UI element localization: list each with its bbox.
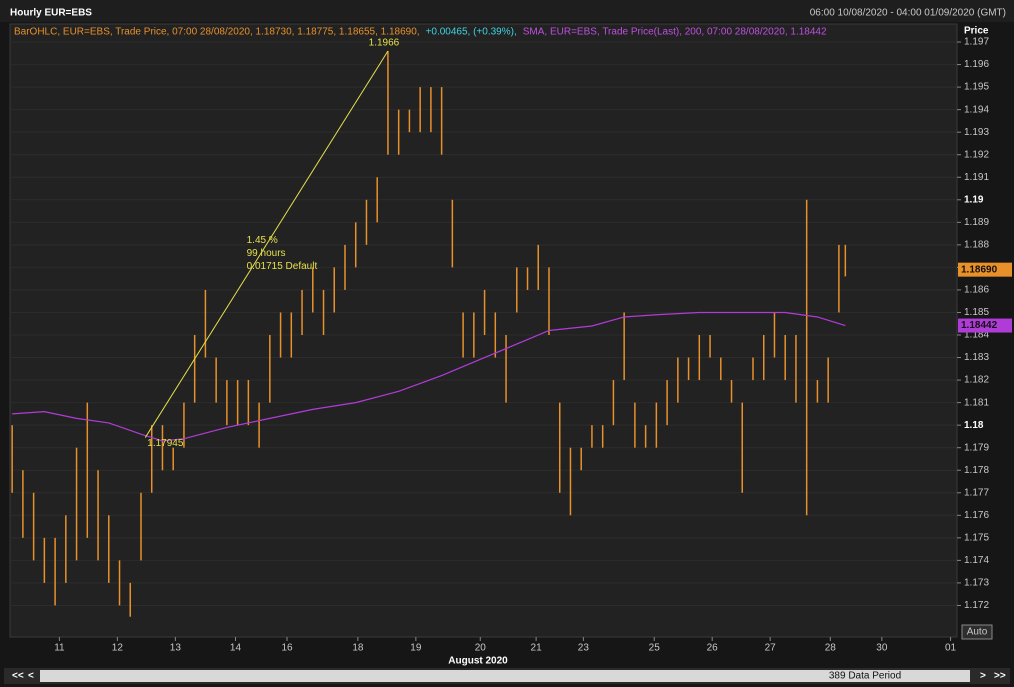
x-tick-label: 30 <box>876 643 888 654</box>
x-tick-label: 18 <box>352 643 364 654</box>
period-label: 389 Data Period <box>829 671 901 682</box>
next-button[interactable]: > <box>980 671 986 682</box>
x-tick-label: 23 <box>578 643 590 654</box>
y-tick-label: 1.174 <box>964 555 989 566</box>
y-axis-title: Price <box>964 26 989 37</box>
x-tick-label: 21 <box>531 643 543 654</box>
legend-sma: SMA, EUR=EBS, Trade Price(Last), 200, 07… <box>523 27 827 38</box>
y-tick-label: 1.189 <box>964 217 989 228</box>
x-tick-label: 12 <box>112 643 124 654</box>
y-tick-label: 1.173 <box>964 578 989 589</box>
y-tick-label: 1.176 <box>964 510 989 521</box>
scroll-thumb[interactable] <box>40 670 970 682</box>
y-tick-label: 1.194 <box>964 104 989 115</box>
time-range: 06:00 10/08/2020 - 04:00 01/09/2020 (GMT… <box>810 8 1006 19</box>
x-tick-label: 13 <box>170 643 182 654</box>
y-tick-label: 1.178 <box>964 465 989 476</box>
title-bar <box>0 0 1014 22</box>
x-tick-label: 01 <box>945 643 957 654</box>
x-tick-label: 28 <box>825 643 837 654</box>
trend-note: 0.01715 Default <box>247 261 318 272</box>
y-tick-label: 1.193 <box>964 127 989 138</box>
trend-line <box>144 50 389 438</box>
price-badge-label: 1.18690 <box>961 264 998 275</box>
trend-note: 1.45 % <box>247 235 278 246</box>
x-tick-label: 16 <box>281 643 293 654</box>
prev-button[interactable]: < <box>28 671 34 682</box>
legend-ohlc: BarOHLC, EUR=EBS, Trade Price, 07:00 28/… <box>14 27 420 38</box>
y-tick-label: 1.188 <box>964 240 989 251</box>
first-button[interactable]: << <box>12 671 24 682</box>
y-tick-label: 1.182 <box>964 375 989 386</box>
x-tick-label: 27 <box>765 643 777 654</box>
y-tick-label: 1.179 <box>964 442 989 453</box>
y-tick-label: 1.185 <box>964 307 989 318</box>
y-tick-label: 1.191 <box>964 172 989 183</box>
x-tick-label: 19 <box>410 643 422 654</box>
auto-label: Auto <box>967 627 988 638</box>
x-tick-label: 11 <box>54 643 65 654</box>
x-tick-label: 14 <box>230 643 242 654</box>
y-tick-label: 1.192 <box>964 149 989 160</box>
y-tick-label: 1.175 <box>964 532 989 543</box>
y-tick-label: 1.196 <box>964 59 989 70</box>
sma-line <box>12 311 846 442</box>
y-tick-label: 1.197 <box>964 37 989 48</box>
last-button[interactable]: >> <box>994 671 1006 682</box>
trend-end-label: 1.1966 <box>369 38 400 49</box>
y-tick-label: 1.186 <box>964 285 989 296</box>
x-tick-label: 25 <box>649 643 661 654</box>
y-tick-label: 1.19 <box>964 194 984 205</box>
auto-button[interactable] <box>961 624 993 640</box>
y-tick-label: 1.181 <box>964 397 989 408</box>
price-badge <box>958 318 1012 333</box>
window-title: Hourly EUR=EBS <box>10 8 92 19</box>
trend-note: 99 hours <box>247 248 286 259</box>
y-tick-label: 1.195 <box>964 82 989 93</box>
plot-area <box>9 23 958 638</box>
trend-start-label: 1.17945 <box>147 438 184 449</box>
price-badge <box>958 262 1012 277</box>
y-tick-label: 1.183 <box>964 352 989 363</box>
y-tick-label: 1.172 <box>964 600 989 611</box>
y-tick-label: 1.184 <box>964 330 989 341</box>
y-tick-label: 1.18 <box>964 420 984 431</box>
price-badge-label: 1.18442 <box>961 320 998 331</box>
x-axis-title: August 2020 <box>448 656 508 667</box>
y-tick-label: 1.177 <box>964 487 989 498</box>
x-tick-label: 26 <box>707 643 719 654</box>
x-tick-label: 20 <box>475 643 487 654</box>
legend-change: +0.00465, (+0.39%), <box>426 27 517 38</box>
